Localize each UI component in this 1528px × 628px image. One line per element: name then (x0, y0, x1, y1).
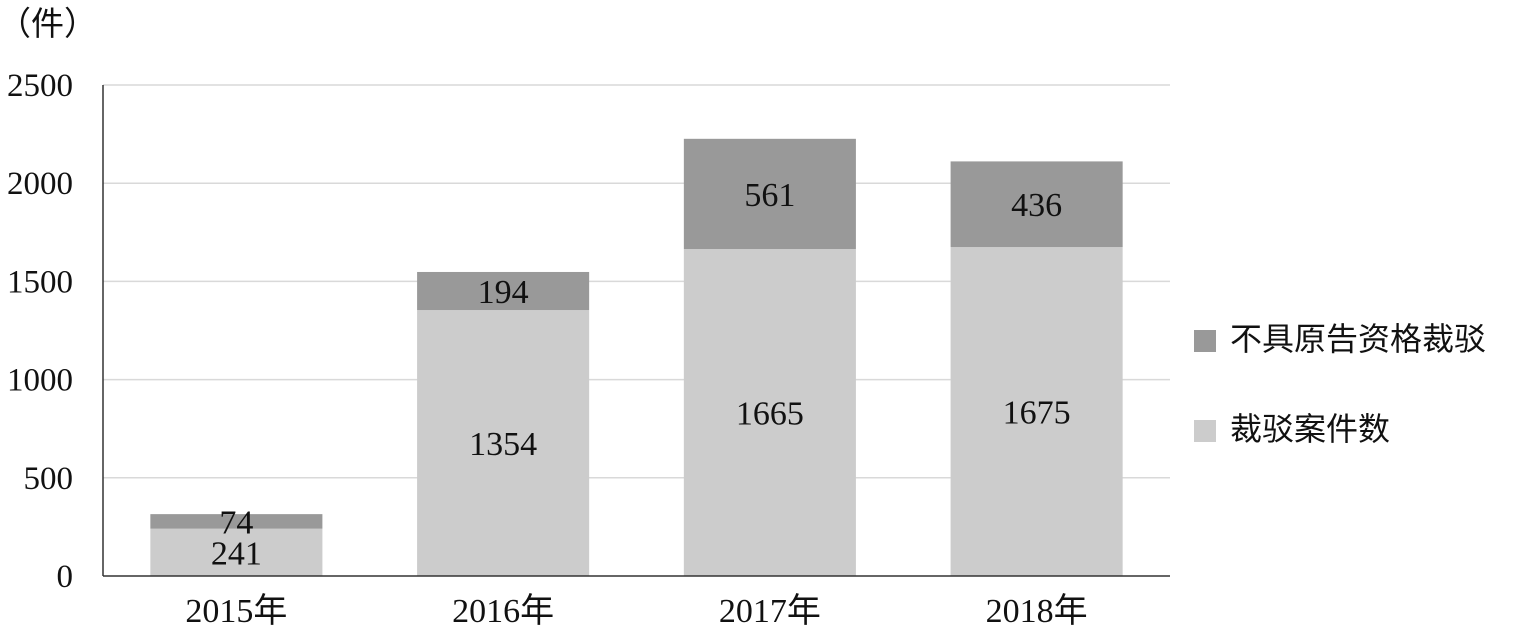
x-axis: 2015年 2016年 2017年 2018年 (103, 575, 1170, 628)
bar-segment (150, 528, 323, 576)
unit-label: （件） (0, 4, 97, 43)
y-tick-label: 500 (24, 461, 74, 497)
data-label: 74 (219, 504, 253, 541)
bar-segment (417, 271, 590, 311)
y-axis: 0 500 1000 1500 2000 2500 (7, 68, 104, 595)
x-tick-label: 2017年 (719, 592, 821, 628)
data-label: 1354 (469, 426, 537, 463)
y-tick-label: 2000 (7, 166, 73, 202)
bar-segment (417, 310, 590, 576)
bar-segment (150, 514, 323, 529)
bar-segment (683, 138, 856, 249)
legend-label: 裁驳案件数 (1230, 410, 1390, 448)
legend-swatch (1194, 330, 1216, 352)
data-label: 194 (478, 274, 529, 311)
y-tick-label: 0 (57, 559, 74, 595)
x-tick-label: 2016年 (452, 592, 554, 628)
data-label: 436 (1011, 187, 1062, 224)
legend-label: 不具原告资格裁驳 (1230, 320, 1486, 358)
data-label: 1665 (736, 395, 804, 432)
bars (150, 138, 1123, 576)
legend-swatch (1194, 420, 1216, 442)
y-tick-label: 1500 (7, 264, 73, 300)
y-tick-label: 2500 (7, 68, 73, 104)
bar-segment (950, 161, 1123, 248)
bar-segment (950, 247, 1123, 576)
bar-segment (683, 248, 856, 576)
x-tick-label: 2015年 (185, 592, 287, 628)
data-label: 1675 (1003, 395, 1071, 432)
y-tick-label: 1000 (7, 363, 73, 399)
x-tick-label: 2018年 (986, 592, 1088, 628)
data-label: 241 (211, 535, 262, 572)
data-label: 561 (744, 177, 795, 214)
